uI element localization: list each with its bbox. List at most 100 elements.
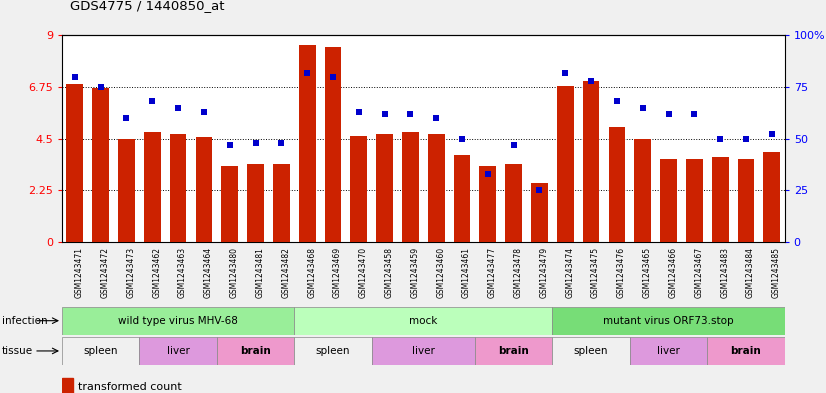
Point [249,140,262,146]
Bar [247,164,264,242]
Bar [531,183,548,242]
Point [585,77,598,84]
Text: GSM1243477: GSM1243477 [488,247,497,298]
Bar [221,166,238,242]
Text: GSM1243462: GSM1243462 [152,247,161,298]
Bar [169,134,187,242]
Text: GSM1243479: GSM1243479 [539,247,548,298]
Point [610,98,624,105]
Bar [325,47,341,242]
Bar [557,86,574,242]
Bar [634,138,651,242]
Bar [475,337,553,365]
Text: mutant virus ORF73.stop: mutant virus ORF73.stop [603,316,733,326]
Text: brain: brain [498,346,529,356]
Bar [763,152,781,242]
Bar [144,132,161,242]
Bar [686,159,703,242]
Text: GSM1243485: GSM1243485 [771,247,781,298]
Text: GSM1243463: GSM1243463 [178,247,188,298]
Bar [506,164,522,242]
Bar [62,307,294,335]
Text: GSM1243475: GSM1243475 [591,247,601,298]
Point [352,108,365,115]
Text: transformed count: transformed count [78,382,182,392]
Point [636,105,649,111]
Text: GSM1243476: GSM1243476 [617,247,626,298]
Bar [62,337,140,365]
Bar [140,337,216,365]
Point [739,135,752,141]
Point [120,115,133,121]
Bar [299,44,316,242]
Point [662,110,675,117]
Bar [553,337,629,365]
Bar [660,159,677,242]
Point [326,73,339,80]
Point [714,135,727,141]
Bar [350,136,368,242]
Bar [609,127,625,242]
Bar [707,337,785,365]
Text: brain: brain [240,346,271,356]
Text: infection: infection [2,316,47,326]
Point [172,105,185,111]
Text: GSM1243478: GSM1243478 [514,247,523,298]
Bar [294,307,553,335]
Point [558,69,572,75]
Point [197,108,211,115]
Text: GSM1243481: GSM1243481 [255,247,264,298]
Text: GSM1243484: GSM1243484 [746,247,755,298]
Point [533,187,546,193]
Point [275,140,288,146]
Bar [453,154,471,242]
Point [688,110,701,117]
Bar [402,132,419,242]
Text: GSM1243469: GSM1243469 [333,247,342,298]
Text: GSM1243482: GSM1243482 [282,247,291,298]
Bar [93,88,109,242]
Point [430,115,443,121]
Bar [428,134,444,242]
Point [301,69,314,75]
Text: GSM1243483: GSM1243483 [720,247,729,298]
Text: spleen: spleen [574,346,609,356]
Text: GSM1243460: GSM1243460 [436,247,445,298]
Bar [479,166,496,242]
Text: spleen: spleen [83,346,118,356]
Text: liver: liver [412,346,434,356]
Point [482,171,495,177]
Bar [582,81,600,242]
Bar [66,83,83,242]
Text: GSM1243473: GSM1243473 [126,247,135,298]
Bar [376,134,393,242]
Text: brain: brain [731,346,762,356]
Text: spleen: spleen [316,346,350,356]
Text: GDS4775 / 1440850_at: GDS4775 / 1440850_at [70,0,225,12]
Bar [294,337,372,365]
Text: GSM1243465: GSM1243465 [643,247,652,298]
Point [507,141,520,148]
Text: GSM1243480: GSM1243480 [230,247,239,298]
Bar [273,164,290,242]
Text: GSM1243471: GSM1243471 [75,247,84,298]
Bar [196,138,212,242]
Bar [712,157,729,242]
Text: GSM1243472: GSM1243472 [101,247,110,298]
Text: GSM1243461: GSM1243461 [462,247,471,298]
Bar [629,337,707,365]
Text: GSM1243470: GSM1243470 [358,247,368,298]
Point [145,98,159,105]
Text: tissue: tissue [2,346,33,356]
Text: GSM1243458: GSM1243458 [385,247,394,298]
Point [765,131,778,138]
Text: liver: liver [657,346,680,356]
Point [69,73,82,80]
Text: GSM1243468: GSM1243468 [307,247,316,298]
Text: GSM1243474: GSM1243474 [565,247,574,298]
Text: liver: liver [167,346,189,356]
Bar [216,337,294,365]
Bar [372,337,475,365]
Bar [553,307,785,335]
Text: GSM1243459: GSM1243459 [411,247,420,298]
